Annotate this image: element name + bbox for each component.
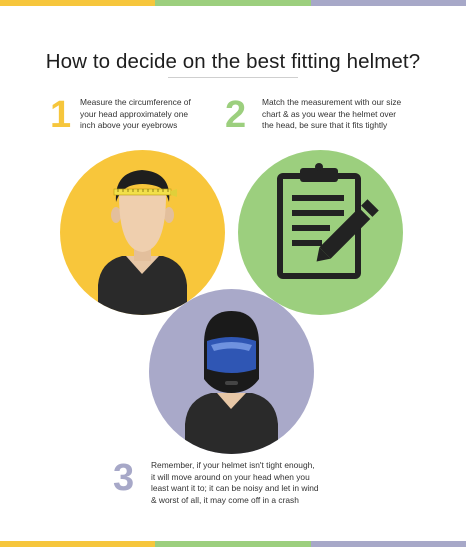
step-2-text: Match the measurement with our size char…	[262, 97, 401, 132]
step-3-line: Remember, if your helmet isn't tight eno…	[151, 460, 315, 470]
step-2-number: 2	[225, 94, 247, 136]
step-1-number: 1	[50, 94, 72, 136]
step-2-illustration	[238, 150, 403, 315]
bottom-bar-lavender	[310, 541, 466, 547]
helmet-rider-icon	[185, 311, 278, 454]
bottom-color-bar	[0, 541, 466, 547]
step-3-illustration	[149, 289, 314, 454]
step-2-line: Match the measurement with our size	[262, 97, 402, 107]
bottom-bar-yellow	[0, 541, 156, 547]
top-bar-lavender	[310, 0, 466, 6]
step-3-line: & worst of all, it may come off in a cra…	[151, 494, 299, 505]
step-1-line: Measure the circumference of	[80, 97, 191, 107]
step-1-text: Measure the circumference of your head a…	[80, 97, 191, 132]
step-1-illustration	[60, 150, 225, 315]
step-3-text: Remember, if your helmet isn't tight eno…	[151, 460, 319, 506]
step-3-line: least want it to; it can be noisy and le…	[151, 483, 319, 493]
step-1-line: your head approximately one	[80, 108, 189, 119]
step-2-line: the head, be sure that it fits tightly	[262, 120, 388, 130]
top-color-bar	[0, 0, 466, 6]
title-divider	[168, 77, 298, 78]
top-bar-yellow	[0, 0, 156, 6]
bottom-bar-green	[155, 541, 311, 547]
head-measuring-tape-icon	[98, 170, 187, 315]
step-3-line: it will move around on your head when yo…	[151, 471, 310, 482]
top-bar-green	[155, 0, 311, 6]
page-title: How to decide on the best fitting helmet…	[45, 50, 421, 73]
clipboard-pencil-icon	[277, 163, 379, 279]
step-1-line: inch above your eyebrows	[80, 120, 178, 130]
step-3-number: 3	[113, 457, 135, 499]
step-2-line: chart & as you wear the helmet over	[262, 108, 397, 119]
